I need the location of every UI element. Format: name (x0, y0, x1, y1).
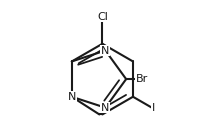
Text: N: N (68, 92, 76, 102)
Text: N: N (101, 103, 110, 113)
Text: I: I (152, 103, 155, 113)
Text: Cl: Cl (97, 12, 108, 22)
Text: N: N (101, 46, 110, 55)
Text: Br: Br (136, 74, 148, 84)
